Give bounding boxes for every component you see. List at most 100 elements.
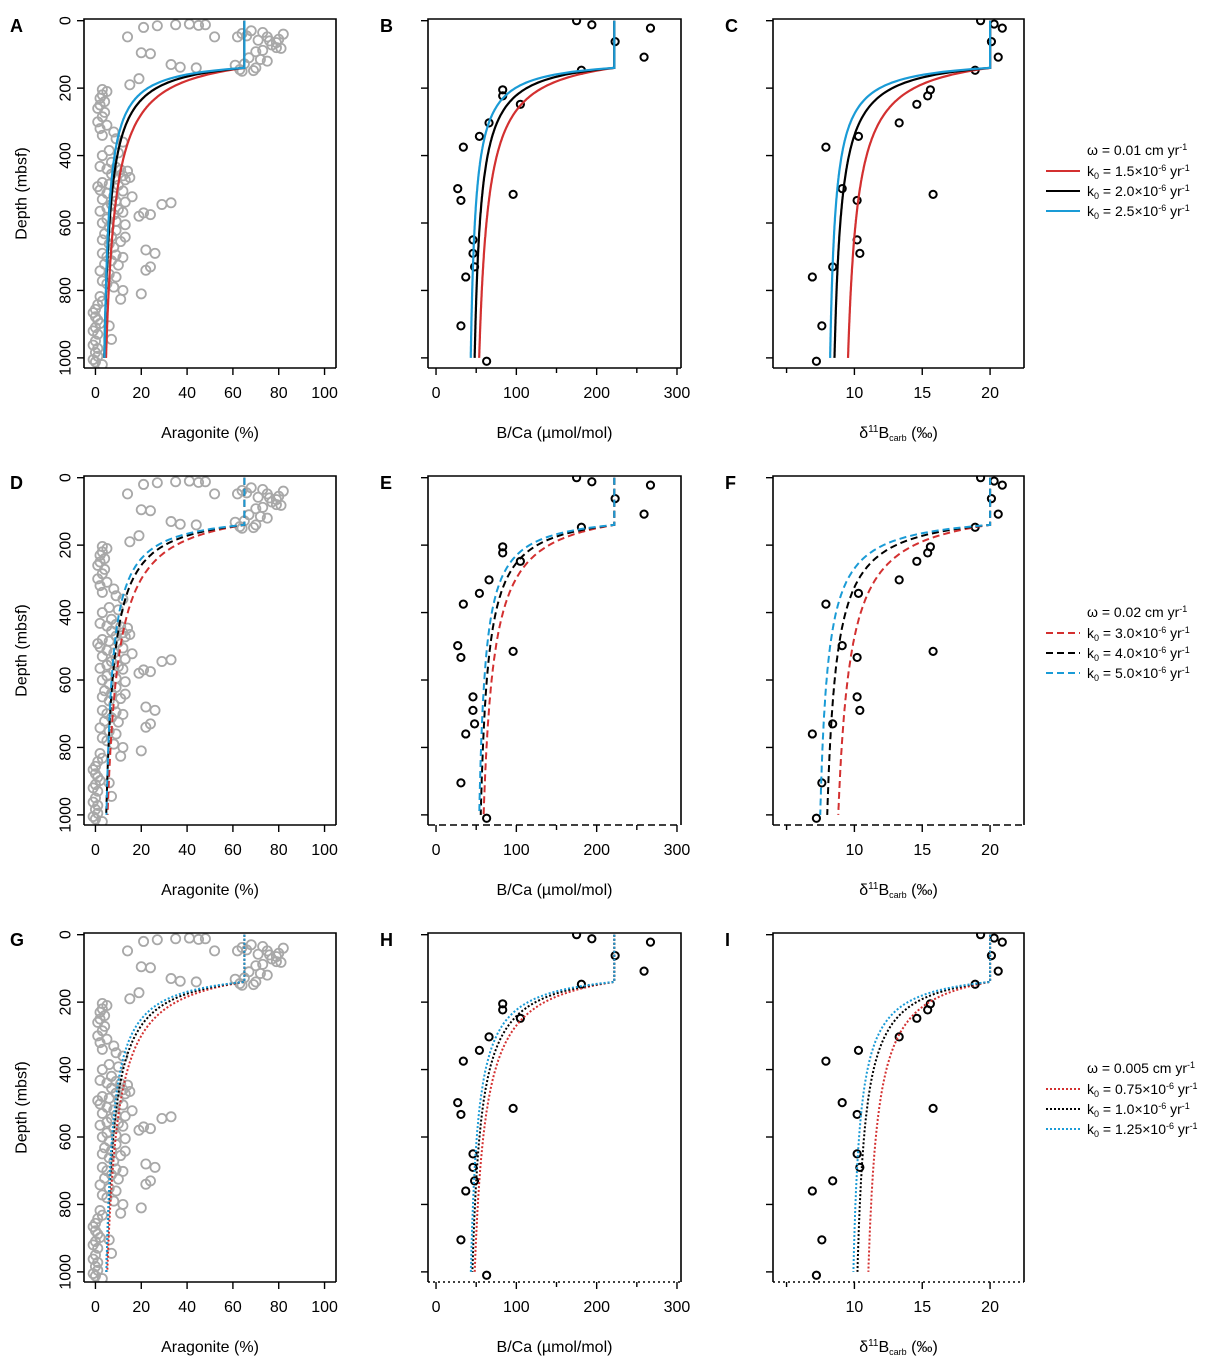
data-point [135,961,147,973]
data-point [105,333,117,345]
data-point [92,328,104,340]
y-axis-label: Depth (mbsf) [14,604,31,696]
legend-part: k [1087,1121,1095,1137]
data-point [108,583,120,595]
model-curve-blue [103,20,246,358]
data-point [853,588,864,598]
legend-part: -1 [1182,665,1190,675]
data-point [928,189,938,199]
y-tick-label: 800 [58,734,75,761]
data-point [821,599,831,609]
x-tick-label: 0 [432,842,441,859]
plot-frame [772,18,1025,368]
data-point [138,21,150,33]
data-point [270,499,282,511]
x-tick-label: 15 [913,842,931,859]
data-point [156,655,168,667]
data-point [997,480,1007,490]
data-point [135,288,147,300]
plot-frame [772,475,1025,825]
legend-part: 0 [1094,1129,1099,1139]
data-point [190,62,202,74]
data-point [474,1045,485,1055]
legend-part: yr [1174,1121,1190,1137]
panel-letter: I [725,930,730,950]
model-curve-blue [819,477,992,815]
x-tick-label: 0 [91,842,100,859]
panel-G: G 0 200 400 600 800 1000 Depth (mbsf) 0 20 40 60 80 1… [10,930,338,1356]
legend-part: 0.75×10 [1115,1081,1166,1097]
data-point [828,719,838,729]
legend-part: yr [1166,183,1182,199]
data-point [151,477,163,489]
data-point [508,646,518,656]
data-point [912,556,922,566]
legend-part: yr [1166,163,1182,179]
data-point [96,1043,108,1055]
legend-part: = [1099,1121,1115,1137]
legend-entry: k0 = 1.5×10-6 yr-1 [1087,163,1190,181]
y-axis-label: Depth (mbsf) [14,1061,31,1153]
data-point [156,1112,168,1124]
data-point [140,244,152,256]
x-tick-label: 200 [583,1299,610,1316]
panel-E: E 0 100 200 300 B/Ca (µmol/mol) [380,473,690,899]
data-point [912,99,922,109]
data-point [117,1099,129,1111]
data-point [92,1030,104,1042]
x-tick-label: 10 [846,1299,864,1316]
data-point [108,1040,120,1052]
data-point [92,785,104,797]
x-tick-label: 0 [432,1299,441,1316]
data-point [975,19,986,26]
plot-area [453,933,656,1280]
legend-part: k [1087,1101,1095,1117]
model-curve-red [846,20,992,358]
data-point [108,1195,120,1207]
data-point [975,933,986,940]
data-point [94,160,106,172]
data-point [119,1110,131,1122]
legend-entry: k0 = 0.75×10-6 yr-1 [1087,1081,1198,1099]
data-point [101,1116,113,1128]
panel-B: B 0 100 200 300 B/Ca (µmol/mol) [380,16,690,442]
data-point [236,522,248,534]
x-tick-label: 60 [224,1299,242,1316]
data-point [855,248,865,258]
x-tick-label: 0 [91,385,100,402]
x-tick-label: 15 [913,385,931,402]
data-point [498,999,508,1009]
data-point [571,19,582,26]
data-point [508,189,518,199]
data-point [458,599,468,609]
data-point [135,1202,147,1214]
data-point [165,197,177,209]
data-point [96,150,108,162]
data-point [124,993,136,1005]
panel-letter: H [380,930,393,950]
model-curve-black [833,20,992,358]
data-point [149,247,161,259]
legend-omega: ω = 0.02 cm yr-1 [1087,604,1187,620]
legend-entry: k0 = 3.0×10-6 yr-1 [1087,625,1190,643]
data-point [498,85,508,95]
legend-omega: ω = 0.005 cm yr-1 [1087,1060,1195,1076]
data-point [94,617,106,629]
data-point [117,741,129,753]
legend-omega-sup: -1 [1179,604,1187,614]
data-point [986,493,997,504]
data-point [461,729,471,739]
data-point [817,321,827,331]
data-point [94,662,106,674]
plot-area [453,476,656,823]
data-point [140,1158,152,1170]
legend-part: 0 [1094,1109,1099,1119]
y-tick-label: 400 [58,1056,75,1083]
x-tick-label: 20 [981,1299,999,1316]
data-point [92,116,104,128]
data-point [96,1107,108,1119]
panel-A: A 0 200 400 600 800 1000 Depth (mbsf) 0 20 40 60 80 1… [10,16,338,442]
data-point [119,676,131,688]
data-point [94,1074,106,1086]
legend-part: 1.0×10 [1115,1101,1158,1117]
